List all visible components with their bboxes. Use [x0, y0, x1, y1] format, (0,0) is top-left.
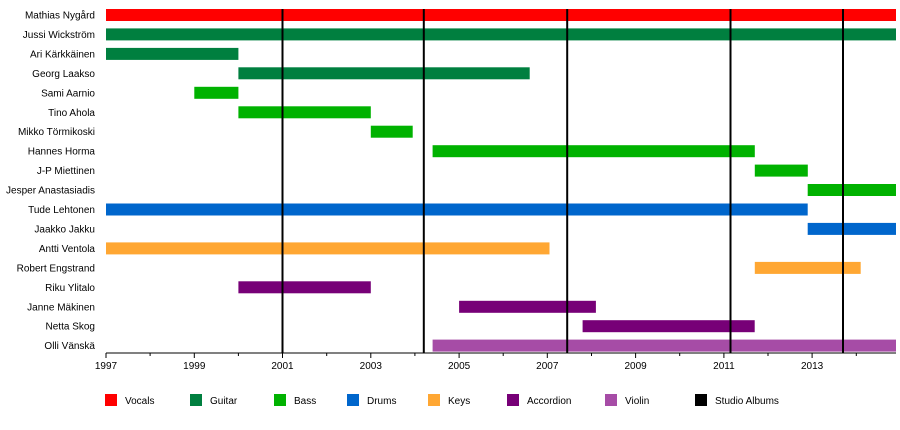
x-tick-label: 2007 — [536, 361, 559, 372]
member-bar — [432, 145, 755, 158]
member-bar — [106, 203, 808, 216]
legend-swatch — [274, 394, 286, 406]
member-bar — [106, 28, 896, 41]
x-tick-label: 2011 — [713, 361, 735, 372]
member-bar — [238, 106, 371, 119]
x-tick-label: 2009 — [624, 361, 647, 372]
member-label: Riku Ylitalo — [45, 283, 95, 294]
legend: Vocals Guitar Bass Drums Keys Accordion Violin… — [105, 394, 779, 407]
member-label: Mikko Törmikoski — [18, 127, 95, 138]
member-bar — [106, 242, 550, 255]
legend-swatch — [605, 394, 617, 406]
legend-label: Studio Albums — [715, 396, 779, 407]
member-label: Tino Ahola — [48, 108, 95, 119]
legend-label: Violin — [625, 396, 649, 407]
member-bar — [582, 320, 755, 333]
member-label: Mathias Nygård — [25, 10, 95, 22]
x-axis: 1997 1999 2001 2003 2005 2007 2009 2011 2013 — [95, 352, 896, 372]
x-tick-label: 1997 — [95, 361, 118, 372]
legend-label: Bass — [294, 396, 316, 407]
member-label: J-P Miettinen — [37, 166, 95, 177]
member-labels-layer: Mathias Nygård Jussi Wickström Ari Kärkkäi… — [6, 10, 95, 353]
member-bar — [754, 261, 861, 274]
member-bar — [106, 47, 239, 60]
legend-swatch — [695, 394, 707, 406]
member-bar — [807, 222, 896, 235]
member-label: Olli Vänskä — [44, 341, 95, 352]
legend-label: Accordion — [527, 396, 571, 407]
x-tick-label: 2001 — [271, 361, 294, 372]
legend-swatch — [428, 394, 440, 406]
member-label: Ari Kärkkäinen — [30, 49, 95, 60]
member-label: Jaakko Jakku — [34, 224, 95, 235]
member-bar — [754, 164, 808, 177]
member-label: Antti Ventola — [39, 244, 96, 255]
member-bars-layer — [106, 9, 896, 352]
member-bar — [432, 339, 896, 352]
x-tick-label: 2005 — [448, 361, 471, 372]
legend-swatch — [347, 394, 359, 406]
x-tick-label: 2003 — [360, 361, 383, 372]
member-bar — [194, 86, 239, 99]
legend-label: Keys — [448, 396, 470, 407]
legend-swatch — [507, 394, 519, 406]
legend-label: Drums — [367, 396, 396, 407]
legend-swatch — [105, 394, 117, 406]
member-bar — [459, 300, 596, 313]
legend-label: Vocals — [125, 396, 154, 407]
member-label: Hannes Horma — [28, 147, 96, 158]
x-tick-label: 2013 — [801, 361, 824, 372]
studio-album-lines-layer — [281, 9, 844, 353]
member-bar — [238, 67, 530, 80]
member-bar — [238, 281, 371, 294]
member-bar — [807, 184, 896, 196]
member-label: Georg Laakso — [32, 69, 95, 80]
member-label: Jussi Wickström — [23, 30, 95, 41]
legend-label: Guitar — [210, 396, 238, 407]
member-label: Robert Engstrand — [17, 263, 95, 274]
member-bar — [370, 125, 413, 138]
member-label: Jesper Anastasiadis — [6, 186, 95, 197]
x-tick-label: 1999 — [183, 361, 206, 372]
member-label: Janne Mäkinen — [27, 302, 95, 313]
legend-swatch — [190, 394, 202, 406]
member-bar — [106, 9, 896, 21]
member-label: Netta Skog — [46, 322, 95, 333]
member-label: Sami Aarnio — [41, 88, 95, 99]
member-label: Tude Lehtonen — [28, 205, 95, 216]
